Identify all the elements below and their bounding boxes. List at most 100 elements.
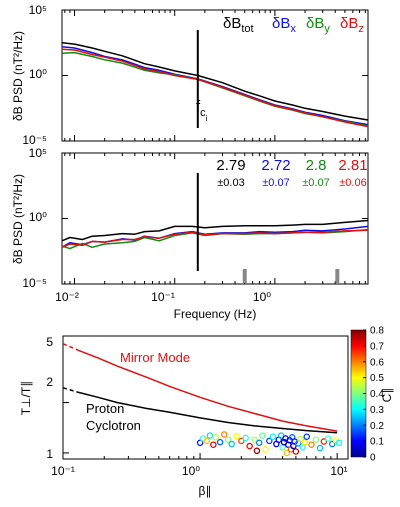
scatter-point (196, 439, 204, 447)
panel-top-ylabel: δB PSD (nT²/Hz) (11, 31, 25, 121)
panel-bottom-xlabel: β∥ (199, 484, 212, 498)
slope-x: 2.72 (261, 157, 290, 174)
panel-middle-ytick-1e-5: 10⁻⁵ (22, 276, 47, 290)
panel-bottom-ylabel: T⊥/T∥ (19, 381, 33, 415)
scatter-point (324, 435, 332, 442)
series-line-δBz (61, 229, 369, 248)
panel-top-ytick-1e-5: 10⁻⁵ (22, 133, 47, 147)
panel-middle-xtick-1e-1: 10⁻¹ (151, 290, 175, 304)
colorbar-tick-label: 0 (370, 453, 376, 464)
scatter-point (312, 436, 320, 443)
scatter-point (255, 439, 263, 447)
panel-middle-xtick-1e-2: 10⁻² (55, 290, 79, 304)
panel-middle-gray-marks (242, 269, 340, 283)
colorbar-tick-label: 0.2 (370, 421, 384, 432)
colorbar-tick-label: 0.7 (370, 341, 384, 352)
legend-tot: δBtot (223, 15, 254, 35)
scatter-point (210, 441, 217, 448)
scatter-point (299, 444, 306, 451)
panel-bottom: 5 2 1 T⊥/T∥ 10⁻¹ 10⁰ 10¹ β∥ Mirror Mode … (19, 326, 394, 499)
colorbar-tick-label: 0.6 (370, 357, 384, 368)
colorbar-ticks: 0 0.1 0.2 0.3 0.4 0.5 0.6 0.7 0.8 (363, 326, 384, 464)
panel-top-ytick-1e0: 10⁰ (29, 67, 47, 81)
panel-top-ticks (62, 9, 368, 142)
panel-bottom-ytick-5: 5 (46, 335, 53, 349)
colorbar-tick-label: 0.1 (370, 437, 384, 448)
panel-middle: 10⁵ 10⁰ 10⁻⁵ δB PSD (nT²/Hz) 10⁻² 10⁻¹ 1… (11, 146, 369, 321)
mirror-mode-label: Mirror Mode (120, 350, 190, 365)
scatter-point (335, 439, 343, 447)
scatter-point (279, 444, 286, 451)
err-y: ±0.07 (302, 177, 329, 189)
panel-bottom-ytick-2: 2 (46, 375, 53, 389)
legend: δBtot δBx δBy δBz (223, 15, 364, 35)
scatter-point (269, 433, 277, 440)
cyclotron-label: Cyclotron (86, 418, 141, 433)
scatter-point (233, 432, 240, 440)
panel-bottom-curves (62, 343, 338, 434)
colorbar-tick-label: 0.5 (370, 373, 384, 384)
scatter-point (316, 444, 324, 452)
panel-bottom-xtick-10: 10¹ (330, 464, 347, 478)
scatter-point (266, 437, 273, 445)
scatter-point (206, 432, 214, 439)
scatter-point (259, 432, 266, 439)
panel-bottom-xtick-1: 10⁰ (182, 464, 200, 478)
scatter-point (246, 442, 253, 450)
curve-dashed-Proton Cyclotron (62, 387, 79, 394)
colorbar-tick-label: 0.3 (370, 405, 384, 416)
panel-top-series (61, 42, 369, 128)
panel-middle-ytick-1e0: 10⁰ (29, 210, 47, 224)
curve-Mirror Mode (78, 349, 338, 432)
panel-middle-xtick-1e0: 10⁰ (253, 290, 271, 304)
panel-bottom-ticks (62, 335, 338, 459)
gray-mark (335, 269, 340, 283)
scatter-point (224, 436, 232, 443)
scatter-point (328, 440, 336, 448)
slope-tot: 2.79 (216, 157, 245, 174)
err-tot: ±0.03 (217, 177, 244, 189)
scatter-point (228, 440, 235, 448)
series-line-δBtot (61, 219, 369, 242)
legend-z: δBz (340, 15, 364, 35)
scatter-point (212, 434, 219, 441)
panel-top: 10⁵ 10⁰ 10⁻⁵ δB PSD (nT²/Hz) δBtot δBx δ… (11, 3, 369, 147)
curve-dashed-Mirror Mode (62, 343, 79, 352)
gray-mark (242, 269, 247, 283)
scatter-point (242, 434, 249, 442)
panel-bottom-xtick-0.1: 10⁻¹ (51, 464, 75, 478)
err-x: ±0.07 (262, 177, 289, 189)
series-line-δBtot (61, 42, 369, 121)
scatter-point (301, 438, 308, 446)
panel-middle-series (61, 219, 369, 250)
panel-middle-ylabel: δB PSD (nT²/Hz) (11, 174, 25, 264)
slope-annotations: 2.79 2.72 2.8 2.81 ±0.03 ±0.07 ±0.07 ±0.… (216, 157, 367, 189)
fci-label: fci (196, 98, 208, 123)
colorbar-tick-label: 0.8 (370, 326, 384, 337)
scatter-point (203, 437, 211, 445)
scatter-point (320, 438, 328, 445)
scatter-point (262, 446, 269, 453)
legend-y: δBy (306, 15, 330, 35)
colorbar-tick-label: 0.4 (370, 389, 384, 400)
panel-middle-ticks (62, 152, 368, 285)
scatter-point (292, 448, 300, 455)
colorbar-label: C∥ (380, 388, 394, 403)
legend-x: δBx (272, 15, 296, 35)
curve-Proton Cyclotron (78, 391, 338, 434)
panel-top-ytick-1e5: 10⁵ (29, 3, 47, 17)
scatter-point (277, 432, 285, 439)
proton-label: Proton (86, 401, 124, 416)
panel-bottom-points (196, 431, 343, 457)
panel-bottom-ytick-1: 1 (46, 447, 53, 461)
scatter-point (216, 438, 224, 446)
scatter-point (251, 436, 258, 443)
panel-bottom-frame (62, 335, 349, 460)
scatter-point (253, 447, 261, 455)
series-line-δBz (61, 48, 369, 128)
slope-y: 2.8 (306, 157, 327, 174)
panel-middle-ytick-1e5: 10⁵ (29, 146, 47, 160)
panel-middle-xlabel: Frequency (Hz) (174, 307, 257, 321)
scatter-point (238, 437, 245, 445)
scatter-point (303, 433, 310, 440)
